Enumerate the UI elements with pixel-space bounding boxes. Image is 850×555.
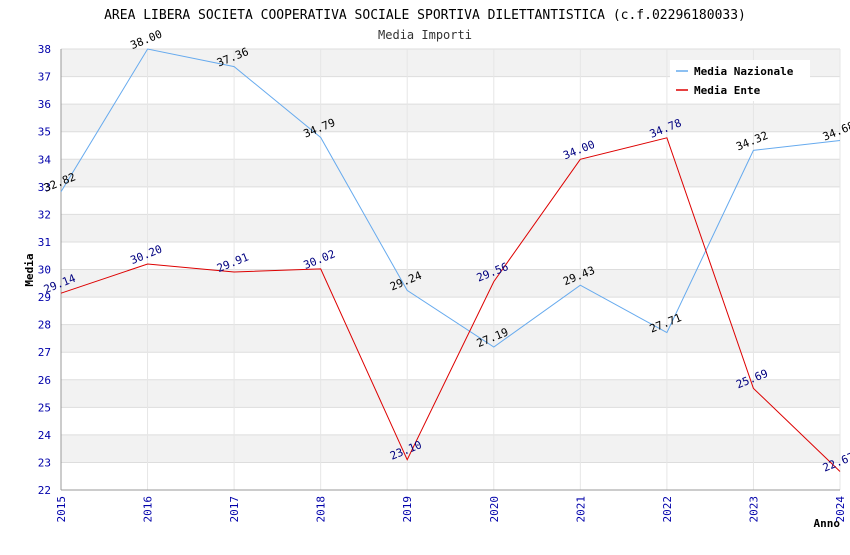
x-tick-label: 2017 <box>228 496 241 523</box>
y-tick-label: 22 <box>38 484 51 497</box>
y-tick-label: 23 <box>38 456 51 469</box>
data-label-nazionale: 38.00 <box>128 28 164 52</box>
x-tick-label: 2022 <box>661 496 674 523</box>
grid-band <box>61 104 840 132</box>
y-tick-label: 31 <box>38 236 51 249</box>
x-tick-label: 2021 <box>574 496 587 523</box>
data-label-nazionale: 32.82 <box>42 170 78 194</box>
y-tick-label: 35 <box>38 126 51 139</box>
chart-title: AREA LIBERA SOCIETA COOPERATIVA SOCIALE … <box>104 8 746 23</box>
y-tick-label: 26 <box>38 374 51 387</box>
legend-label: Media Ente <box>694 84 761 97</box>
grid-band <box>61 324 840 353</box>
chart-subtitle: Media Importi <box>378 28 472 42</box>
axes: 22 23 24 25 26 27 28 29 30 31 32 33 34 35 36 37 38 2015 20… <box>38 43 847 523</box>
grid-band <box>61 434 840 463</box>
x-tick-label: 2016 <box>142 496 155 523</box>
x-tick-label: 2015 <box>55 496 68 523</box>
legend: Media Nazionale Media Ente <box>670 60 810 101</box>
y-tick-label: 24 <box>38 429 52 442</box>
series-line-ente <box>60 137 841 472</box>
y-tick-label: 28 <box>38 319 51 332</box>
grid-bands <box>60 48 841 491</box>
series-lines <box>60 48 841 472</box>
data-label-nazionale: 34.32 <box>734 129 770 153</box>
x-tick-label: 2023 <box>747 496 760 523</box>
data-label-ente: 30.20 <box>128 243 164 267</box>
y-tick-label: 36 <box>38 98 51 111</box>
y-tick-label: 38 <box>38 43 51 56</box>
legend-label: Media Nazionale <box>694 65 794 78</box>
y-tick-label: 30 <box>38 264 51 277</box>
data-label-ente: 30.02 <box>302 247 338 271</box>
y-tick-label: 32 <box>38 208 51 221</box>
x-tick-label: 2019 <box>401 496 414 523</box>
y-tick-label: 37 <box>38 71 51 84</box>
grid-band <box>61 214 840 242</box>
y-tick-label: 33 <box>38 181 51 194</box>
grid-band <box>61 379 840 408</box>
y-tick-label: 34 <box>38 153 52 166</box>
data-label-ente: 34.00 <box>561 138 597 162</box>
series-line-nazionale <box>60 48 841 348</box>
y-tick-label: 29 <box>38 291 51 304</box>
y-tick-label: 27 <box>38 346 51 359</box>
grid-band <box>61 269 840 298</box>
grid-band <box>61 159 840 187</box>
x-axis-label: Anno <box>814 517 841 530</box>
x-tick-label: 2020 <box>488 496 501 523</box>
x-tick-label: 2024 <box>834 496 847 523</box>
legend-box <box>670 60 810 101</box>
x-tick-label: 2018 <box>315 496 328 523</box>
y-axis-label: Media <box>23 253 36 286</box>
y-tick-label: 25 <box>38 401 51 414</box>
